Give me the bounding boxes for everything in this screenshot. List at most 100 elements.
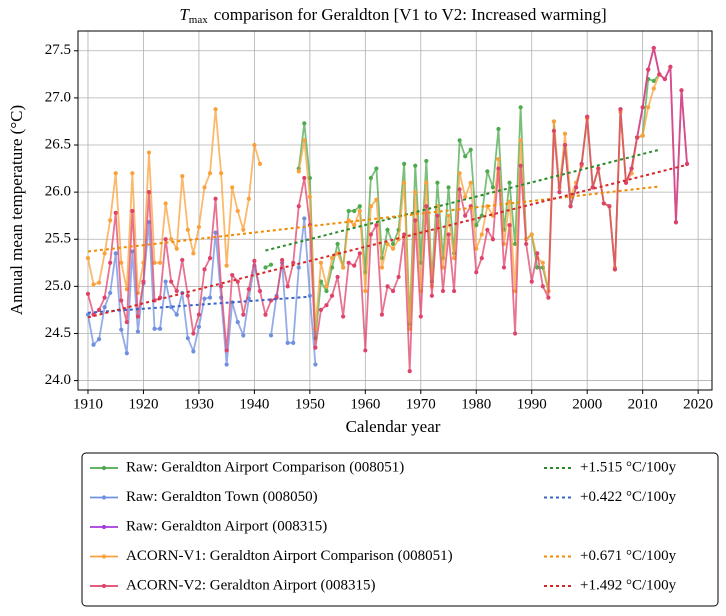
series-line xyxy=(87,74,661,329)
data-point xyxy=(512,331,518,336)
x-tick-label: 1930 xyxy=(184,396,214,412)
data-point xyxy=(490,237,496,242)
data-point xyxy=(507,199,512,204)
data-point xyxy=(535,251,540,256)
x-tick-label: 1920 xyxy=(128,396,158,412)
data-point xyxy=(108,218,113,223)
data-point xyxy=(219,284,224,289)
title-subscript: max xyxy=(189,14,208,26)
data-point xyxy=(102,304,107,310)
data-point xyxy=(346,208,351,214)
data-point xyxy=(346,260,351,265)
data-point xyxy=(390,246,396,251)
data-point xyxy=(535,265,540,270)
legend-marker xyxy=(101,495,107,500)
data-point xyxy=(413,190,418,195)
data-point xyxy=(113,171,118,176)
data-point xyxy=(396,274,401,280)
data-point xyxy=(185,336,190,341)
y-tick-label: 26.5 xyxy=(45,136,71,152)
data-point xyxy=(457,138,462,143)
data-point xyxy=(324,303,329,308)
data-point xyxy=(119,260,124,265)
data-point xyxy=(540,284,545,289)
data-point xyxy=(463,194,468,199)
chart-title: Tmax comparison for Geraldton [V1 to V2: … xyxy=(179,5,606,26)
data-point xyxy=(252,142,257,148)
data-point xyxy=(518,163,523,168)
data-point xyxy=(252,258,257,264)
data-point xyxy=(368,175,373,181)
legend-marker xyxy=(101,465,107,471)
data-point xyxy=(529,232,534,237)
data-point xyxy=(413,163,418,168)
data-point xyxy=(313,345,318,350)
data-point xyxy=(291,340,296,345)
data-point xyxy=(352,223,357,228)
data-point xyxy=(213,107,218,112)
data-point xyxy=(468,180,473,185)
data-point xyxy=(346,218,351,223)
data-point xyxy=(246,287,251,292)
y-tick-label: 24.0 xyxy=(45,372,71,388)
data-point xyxy=(585,114,590,119)
data-point xyxy=(407,369,412,374)
data-point xyxy=(224,263,229,268)
data-point xyxy=(524,241,529,247)
data-point xyxy=(207,171,213,176)
data-point xyxy=(324,284,329,289)
data-point xyxy=(180,174,185,179)
data-point xyxy=(169,237,174,242)
y-tick-label: 25.5 xyxy=(45,231,71,247)
data-point xyxy=(224,362,229,367)
data-point xyxy=(307,293,312,298)
data-point xyxy=(646,105,651,110)
legend-label: +1.515 °C/100y xyxy=(580,459,677,475)
data-point xyxy=(191,331,196,336)
data-point xyxy=(551,119,557,124)
data-point xyxy=(574,185,579,190)
data-point xyxy=(435,213,440,218)
data-point xyxy=(601,201,606,206)
legend-label: ACORN-V1: Geraldton Airport Comparison (… xyxy=(126,548,453,564)
data-point xyxy=(157,260,163,265)
data-point xyxy=(551,128,557,133)
data-point xyxy=(263,312,268,317)
y-tick-label: 24.5 xyxy=(45,325,71,341)
y-tick-label: 25.0 xyxy=(45,278,71,294)
data-point xyxy=(562,142,568,148)
data-point xyxy=(424,204,429,209)
data-point xyxy=(402,180,407,185)
data-point xyxy=(124,320,129,325)
data-point xyxy=(640,133,645,138)
data-point xyxy=(313,362,318,367)
x-tick-label: 1950 xyxy=(295,396,325,412)
data-point xyxy=(424,158,429,164)
data-point xyxy=(363,348,368,353)
data-point xyxy=(352,263,357,268)
data-point xyxy=(374,197,379,202)
x-tick-label: 2000 xyxy=(572,396,602,412)
data-point xyxy=(651,78,656,84)
y-tick-label: 27.5 xyxy=(45,42,71,58)
data-point xyxy=(235,279,240,284)
data-point xyxy=(496,157,501,162)
data-point xyxy=(302,138,307,143)
data-point xyxy=(429,293,434,298)
data-point xyxy=(579,161,584,166)
data-point xyxy=(213,230,218,235)
data-point xyxy=(379,265,385,270)
data-point xyxy=(335,241,340,247)
legend-label: +0.671 °C/100y xyxy=(580,548,677,564)
data-point xyxy=(352,208,357,214)
data-point xyxy=(302,216,307,221)
data-point xyxy=(102,251,107,256)
legend-label: ACORN-V2: Geraldton Airport (008315) xyxy=(126,577,376,593)
legend-box xyxy=(81,452,719,607)
data-point xyxy=(96,337,102,342)
data-point xyxy=(457,171,462,176)
legend-label: +0.422 °C/100y xyxy=(580,489,677,505)
x-tick-label: 2010 xyxy=(628,396,658,412)
data-point xyxy=(318,260,324,265)
trend-line xyxy=(87,163,688,319)
